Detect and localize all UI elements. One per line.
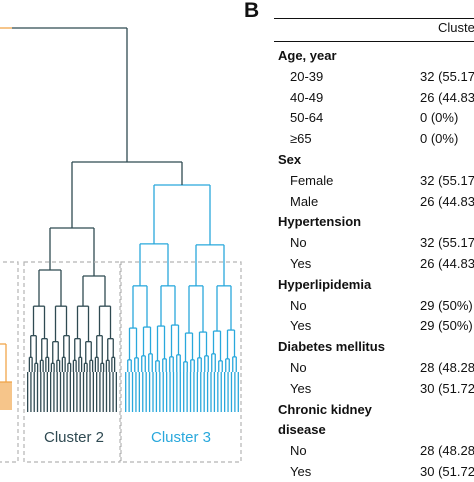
row-value: 30 (51.72%) bbox=[420, 464, 474, 479]
row-value: 0 (0%) bbox=[420, 110, 459, 126]
table-row: 50-64 0 (0%) bbox=[274, 108, 474, 128]
row-value: 32 (55.17%) bbox=[420, 172, 474, 188]
row-label: Female bbox=[290, 172, 334, 188]
cluster-3-label: Cluster 3 bbox=[151, 429, 211, 446]
row-label: Hyperlipidemia bbox=[278, 276, 372, 292]
row-value: 29 (50%) bbox=[420, 318, 473, 334]
table-section-row: Chronic kidney bbox=[274, 400, 474, 420]
row-label: Yes bbox=[290, 256, 312, 271]
row-label: disease bbox=[278, 422, 326, 438]
row-label: 50-64 bbox=[290, 110, 324, 126]
row-label: ≥65 bbox=[290, 131, 312, 147]
row-value: 30 (51.72%) bbox=[420, 380, 474, 396]
row-value: 28 (48.28%) bbox=[420, 360, 474, 375]
table-header-rule bbox=[274, 41, 474, 42]
row-value: 32 (55.17%) bbox=[420, 68, 474, 84]
table-row: No 29 (50%) bbox=[274, 296, 474, 316]
row-value: 29 (50%) bbox=[420, 297, 473, 313]
table-row: Male 26 (44.83%) bbox=[274, 192, 474, 212]
panel-label: B bbox=[244, 0, 260, 22]
row-label: No bbox=[290, 235, 307, 251]
table-row: 20-39 32 (55.17%) bbox=[274, 67, 474, 87]
table-row: No 28 (48.28%) bbox=[274, 358, 474, 378]
table-section-row: disease bbox=[274, 420, 474, 440]
table-row: Yes 30 (51.72%) bbox=[274, 462, 474, 482]
row-label: Age, year bbox=[278, 48, 337, 63]
characteristics-table: Cluster 1 Age, year 20-39 32 (55.17%) 40-49… bbox=[274, 18, 474, 479]
row-label: Diabetes mellitus bbox=[278, 339, 385, 355]
table-row: Yes 30 (51.72%) bbox=[274, 379, 474, 399]
table-row: 40-49 26 (44.83%) bbox=[274, 88, 474, 108]
dendrogram: Cluster 2 Cluster 3 bbox=[0, 27, 242, 463]
row-label: No bbox=[290, 443, 307, 459]
table-section-row: Hypertension bbox=[274, 212, 474, 232]
row-label: Yes bbox=[290, 318, 312, 334]
cluster-2-box bbox=[23, 261, 121, 463]
row-label: Yes bbox=[290, 380, 312, 396]
table-row: ≥65 0 (0%) bbox=[274, 129, 474, 149]
cluster-3-box bbox=[120, 261, 242, 463]
row-value: 26 (44.83%) bbox=[420, 256, 474, 271]
row-label: Male bbox=[290, 193, 319, 209]
table-section-row: Hyperlipidemia bbox=[274, 275, 474, 295]
row-label: Chronic kidney bbox=[278, 401, 372, 417]
row-label: Sex bbox=[278, 152, 302, 167]
row-label: No bbox=[290, 360, 307, 375]
cluster-2-label: Cluster 2 bbox=[44, 429, 104, 446]
table-row: No 28 (48.28%) bbox=[274, 441, 474, 461]
table-header-cluster: Cluster 1 bbox=[438, 20, 474, 35]
table-section-row: Diabetes mellitus bbox=[274, 337, 474, 357]
row-value: 28 (48.28%) bbox=[420, 443, 474, 459]
table-section-row: Age, year bbox=[274, 46, 474, 66]
cluster-1-box bbox=[0, 261, 19, 463]
table-row: Yes 29 (50%) bbox=[274, 316, 474, 336]
table-row: No 32 (55.17%) bbox=[274, 233, 474, 253]
table-row: Yes 26 (44.83%) bbox=[274, 254, 474, 274]
row-label: 20-39 bbox=[290, 68, 324, 84]
row-value: 0 (0%) bbox=[420, 131, 459, 147]
table-section-row: Sex bbox=[274, 150, 474, 170]
row-label: No bbox=[290, 297, 307, 313]
table-top-rule bbox=[274, 18, 474, 19]
row-label: Hypertension bbox=[278, 214, 362, 230]
row-label: Yes bbox=[290, 464, 312, 479]
row-label: 40-49 bbox=[290, 89, 324, 105]
row-value: 32 (55.17%) bbox=[420, 235, 474, 251]
row-value: 26 (44.83%) bbox=[420, 193, 474, 209]
table-row: Female 32 (55.17%) bbox=[274, 171, 474, 191]
row-value: 26 (44.83%) bbox=[420, 89, 474, 105]
